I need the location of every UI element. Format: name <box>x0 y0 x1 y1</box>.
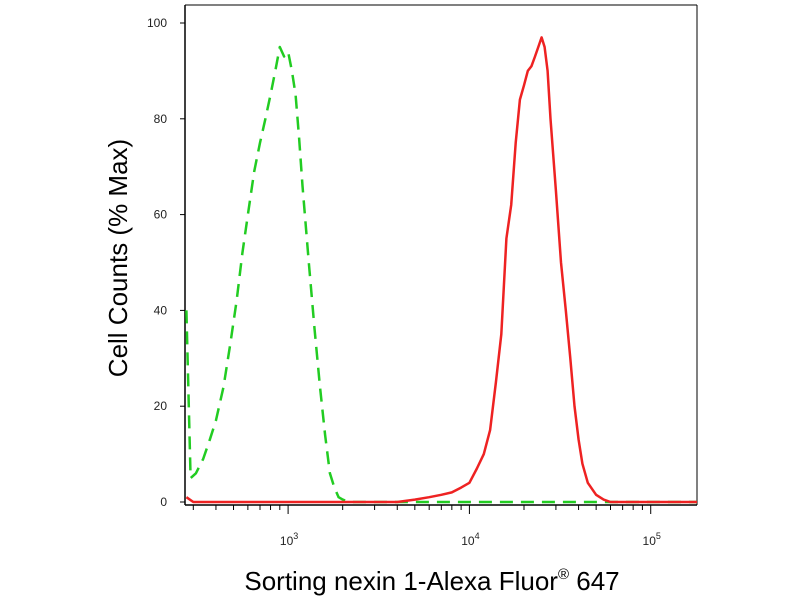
x-axis-title-superscript: ® <box>558 566 569 583</box>
y-tick-label: 80 <box>154 112 168 126</box>
series-line-2 <box>185 36 697 504</box>
x-tick-label: 104 <box>461 531 479 548</box>
y-tick-label: 40 <box>154 303 168 317</box>
y-tick-label: 100 <box>147 16 167 30</box>
series-line-1 <box>185 45 697 504</box>
x-axis-title-suffix: 647 <box>569 566 620 596</box>
x-tick-label: 105 <box>643 531 661 548</box>
x-axis-title-main: Sorting nexin 1-Alexa Fluor <box>244 566 558 596</box>
plot-frame <box>184 4 698 506</box>
x-tick-label: 103 <box>280 531 298 548</box>
x-axis-ticks: 103 104 105 <box>192 505 661 548</box>
y-tick-label: 60 <box>154 208 168 222</box>
series-layer <box>185 36 697 504</box>
y-axis-ticks: 0 20 40 60 80 100 <box>147 16 185 509</box>
y-tick-label: 20 <box>154 399 168 413</box>
y-tick-label: 0 <box>160 495 167 509</box>
x-axis-title: Sorting nexin 1-Alexa Fluor® 647 <box>244 566 619 596</box>
y-axis-title: Cell Counts (% Max) <box>103 139 133 377</box>
